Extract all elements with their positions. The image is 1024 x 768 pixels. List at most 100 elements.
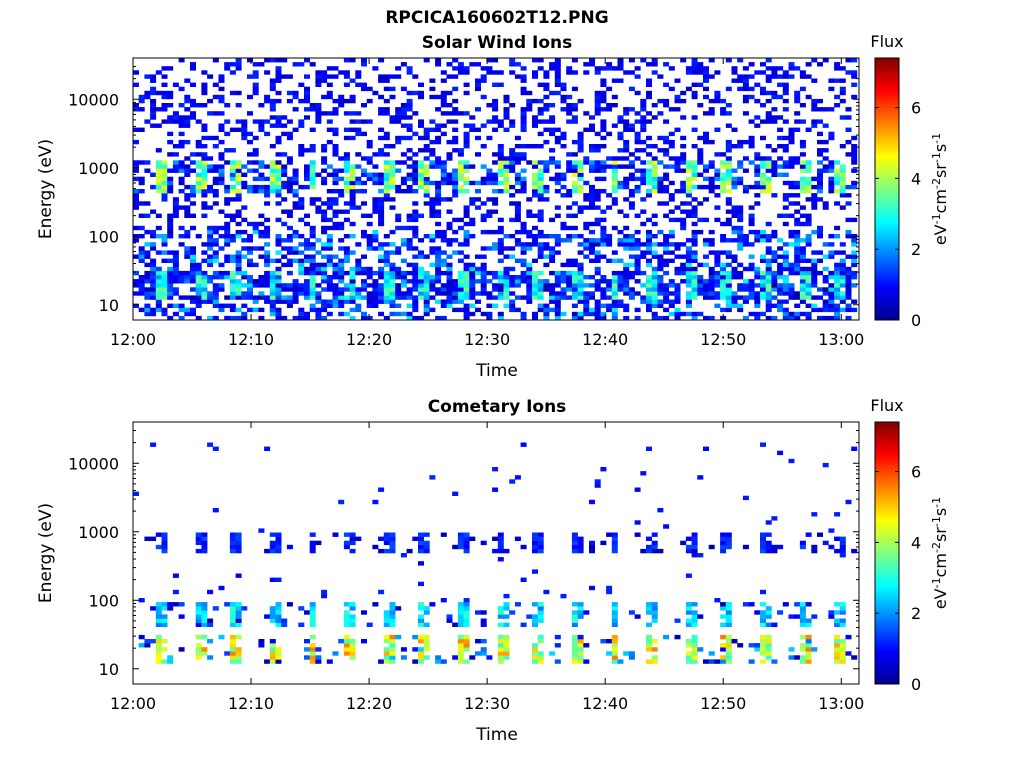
spectrogram-cell (680, 262, 687, 268)
spectrogram-cell (201, 610, 208, 615)
spectrogram-cell (634, 238, 641, 243)
spectrogram-cell (201, 144, 208, 149)
spectrogram-cell (697, 291, 704, 296)
spectrogram-cell (172, 258, 179, 263)
spectrogram-cell (338, 156, 345, 161)
spectrogram-cell (663, 176, 670, 182)
spectrogram-cell (395, 107, 402, 112)
spectrogram-cell (600, 234, 607, 239)
spectrogram-cell (640, 58, 647, 63)
spectrogram-cell (685, 295, 692, 300)
spectrogram-cell (212, 258, 219, 263)
spectrogram-cell (218, 634, 225, 640)
spectrogram-cell (589, 221, 595, 227)
spectrogram-cell (475, 180, 481, 186)
spectrogram-cell (788, 131, 795, 137)
spectrogram-cell (201, 70, 208, 75)
spectrogram-cell (440, 287, 447, 292)
spectrogram-cell (851, 152, 858, 157)
spectrogram-cell (737, 160, 744, 165)
spectrogram-cell (503, 295, 510, 300)
spectrogram-cell (742, 189, 749, 194)
spectrogram-cell (389, 86, 396, 92)
spectrogram-cell (469, 180, 476, 186)
spectrogram-cell (834, 610, 841, 615)
spectrogram-cell (201, 250, 208, 255)
spectrogram-cell (190, 213, 196, 218)
spectrogram-cell (372, 291, 379, 296)
spectrogram-cell (760, 283, 766, 288)
spectrogram-cell (235, 90, 242, 96)
spectrogram-cell (304, 172, 310, 177)
spectrogram-cell (777, 246, 784, 251)
spectrogram-cell (674, 299, 681, 304)
spectrogram-cell (657, 258, 664, 263)
spectrogram-cell (178, 602, 185, 607)
spectrogram-cell (554, 634, 561, 640)
spectrogram-cell (469, 279, 476, 284)
spectrogram-cell (537, 176, 544, 182)
spectrogram-cell (201, 242, 208, 247)
spectrogram-cell (782, 144, 789, 149)
spectrogram-cell (321, 275, 328, 280)
spectrogram-cell (817, 295, 823, 300)
spectrogram-cell (514, 62, 521, 67)
spectrogram-cell (731, 205, 738, 210)
spectrogram-cell (309, 606, 316, 611)
spectrogram-cell (737, 270, 744, 276)
spectrogram-cell (577, 544, 584, 550)
spectrogram-cell (623, 119, 630, 124)
spectrogram-cell (600, 176, 607, 182)
spectrogram-cell (737, 176, 744, 182)
spectrogram-cell (737, 234, 744, 239)
spectrogram-cell (742, 295, 749, 300)
spectrogram-cell (281, 221, 288, 227)
spectrogram-cell (799, 287, 806, 292)
spectrogram-cell (418, 135, 424, 141)
spectrogram-cell (583, 221, 590, 227)
spectrogram-cell (554, 160, 561, 165)
spectrogram-cell (851, 283, 858, 288)
spectrogram-cell (520, 270, 527, 276)
spectrogram-cell (275, 160, 282, 165)
spectrogram-cell (492, 303, 499, 308)
spectrogram-cell (725, 287, 732, 292)
spectrogram-cell (742, 98, 749, 104)
spectrogram-cell (577, 634, 584, 640)
spectrogram-cell (594, 176, 601, 182)
spectrogram-cell (782, 266, 789, 272)
spectrogram-cell (247, 291, 253, 296)
spectrogram-cell (691, 544, 698, 550)
spectrogram-cell (811, 270, 818, 276)
spectrogram-cell (577, 606, 584, 611)
spectrogram-cell (799, 659, 806, 664)
spectrogram-cell (765, 614, 772, 619)
spectrogram-cell (782, 148, 789, 153)
spectrogram-cell (583, 242, 590, 247)
spectrogram-cell (834, 180, 841, 186)
spectrogram-cell (383, 610, 390, 615)
spectrogram-cell (343, 643, 350, 648)
spectrogram-cell (218, 176, 225, 182)
spectrogram-cell (509, 119, 516, 124)
spectrogram-cell (275, 176, 282, 182)
spectrogram-cell (611, 540, 618, 546)
spectrogram-cell (554, 66, 561, 71)
spectrogram-cell (258, 184, 265, 190)
spectrogram-cell (606, 283, 613, 288)
spectrogram-cell (241, 135, 248, 141)
spectrogram-cell (480, 291, 487, 296)
spectrogram-cell (161, 164, 168, 169)
spectrogram-cell (269, 115, 276, 120)
spectrogram-cell (463, 618, 470, 623)
spectrogram-cell (155, 303, 162, 308)
spectrogram-cell (839, 283, 846, 288)
spectrogram-cell (839, 90, 846, 96)
spectrogram-cell (822, 279, 829, 284)
spectrogram-cell (463, 303, 470, 308)
spectrogram-cell (509, 610, 516, 615)
spectrogram-cell (828, 86, 835, 92)
spectrogram-cell (343, 602, 350, 607)
spectrogram-cell (212, 180, 219, 186)
spectrogram-cell (634, 139, 641, 145)
